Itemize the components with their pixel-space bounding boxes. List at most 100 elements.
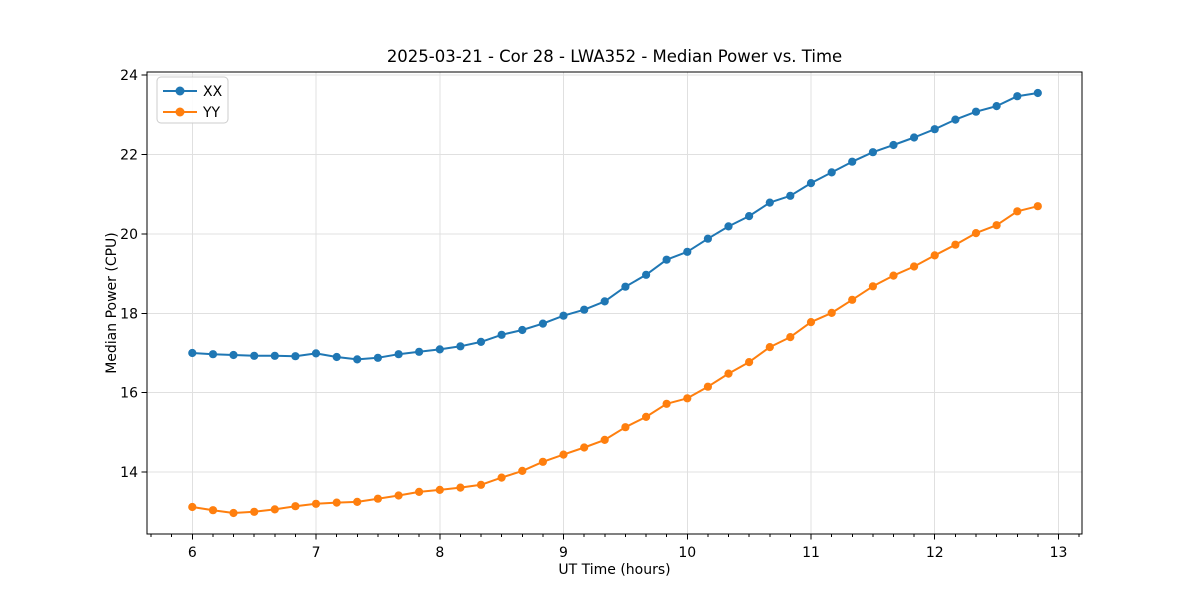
data-point-marker	[662, 399, 671, 408]
data-point-marker	[642, 412, 651, 421]
data-point-marker	[971, 229, 981, 238]
data-point-marker	[910, 133, 919, 142]
data-point-marker	[373, 494, 382, 503]
series-YY-line	[191, 205, 1039, 514]
data-point-marker	[332, 498, 341, 507]
data-point-marker	[373, 353, 382, 362]
data-point-marker	[910, 262, 919, 271]
data-point-marker	[353, 497, 362, 506]
data-point-marker	[951, 115, 960, 124]
data-point-marker	[1033, 88, 1042, 98]
y-tick-label: 20	[120, 227, 138, 243]
data-point-marker	[1013, 92, 1022, 101]
x-axis-label: UT Time (hours)	[558, 562, 671, 578]
data-point-marker	[930, 251, 939, 260]
x-tick-label: 6	[188, 545, 197, 561]
data-point-marker	[868, 282, 878, 291]
plot-border	[146, 71, 1083, 535]
x-tick-labels: 6 7 8 9 10 11 12 13	[188, 545, 1068, 561]
data-point-marker	[992, 221, 1001, 230]
y-tick-labels: 14 16 18 20 22 24	[120, 68, 138, 481]
data-point-marker	[868, 148, 878, 157]
data-point-marker	[683, 247, 692, 256]
data-point-marker	[580, 305, 589, 314]
x-tick-label: 10	[678, 545, 696, 561]
legend-label-YY: YY	[202, 105, 221, 121]
data-point-marker	[827, 168, 836, 177]
data-point-marker	[229, 508, 238, 518]
y-tick-label: 14	[120, 465, 138, 481]
data-point-marker	[765, 198, 774, 207]
data-point-marker	[188, 348, 197, 358]
data-point-marker	[806, 318, 816, 327]
data-point-marker	[559, 450, 568, 459]
data-point-marker	[559, 311, 568, 320]
data-point-marker	[642, 270, 651, 279]
data-point-marker	[208, 506, 218, 515]
data-point-marker	[250, 507, 259, 516]
data-point-marker	[208, 350, 218, 359]
legend: XX YY	[156, 76, 229, 124]
data-point-marker	[848, 295, 857, 304]
data-point-marker	[621, 423, 630, 432]
legend-entry-XX: XX	[163, 84, 223, 100]
data-point-marker	[765, 343, 774, 352]
data-point-marker	[889, 140, 898, 150]
x-tick-label: 12	[926, 545, 944, 561]
data-point-marker	[827, 308, 836, 317]
gridlines	[147, 72, 1082, 534]
data-point-marker	[703, 234, 713, 243]
data-point-marker	[435, 485, 444, 494]
y-tick-label: 16	[120, 386, 138, 402]
data-point-marker	[580, 443, 589, 452]
legend-label-XX: XX	[203, 84, 223, 100]
x-tick-label: 8	[435, 545, 444, 561]
data-point-marker	[250, 351, 259, 360]
data-point-marker	[435, 345, 444, 354]
data-point-marker	[497, 330, 506, 339]
data-point-marker	[724, 222, 733, 231]
y-tick-label: 24	[120, 68, 138, 84]
data-point-marker	[848, 157, 857, 166]
data-point-marker	[971, 107, 981, 116]
data-point-marker	[889, 271, 898, 280]
x-tick-label: 9	[559, 545, 568, 561]
axis-ticks	[141, 74, 1080, 540]
data-point-marker	[456, 483, 465, 492]
y-tick-label: 18	[120, 306, 138, 322]
data-point-marker	[518, 466, 527, 475]
data-point-marker	[394, 350, 403, 359]
series-YY	[188, 202, 1042, 518]
legend-marker	[175, 86, 185, 96]
data-point-marker	[600, 297, 609, 306]
data-point-marker	[353, 355, 362, 364]
data-point-marker	[538, 457, 548, 466]
data-point-marker	[188, 502, 197, 512]
data-point-marker	[415, 347, 424, 356]
data-point-marker	[1033, 202, 1042, 211]
x-tick-label: 13	[1050, 545, 1068, 561]
data-point-marker	[291, 352, 300, 361]
data-point-marker	[724, 369, 733, 378]
legend-marker	[175, 107, 185, 117]
data-point-marker	[786, 191, 795, 200]
data-point-marker	[415, 487, 424, 496]
data-point-marker	[332, 352, 341, 362]
data-point-marker	[476, 480, 486, 489]
data-point-marker	[229, 350, 238, 360]
series-XX-line	[191, 92, 1039, 361]
data-point-marker	[538, 319, 548, 328]
x-tick-label: 7	[312, 545, 321, 561]
data-point-marker	[311, 349, 321, 358]
data-point-marker	[1013, 207, 1022, 216]
data-point-marker	[683, 394, 692, 403]
y-tick-label: 22	[120, 148, 138, 164]
data-point-marker	[745, 358, 754, 367]
data-point-marker	[992, 102, 1001, 111]
data-point-marker	[311, 499, 321, 508]
data-point-marker	[745, 212, 754, 221]
data-point-marker	[951, 240, 960, 249]
data-point-marker	[394, 491, 403, 500]
